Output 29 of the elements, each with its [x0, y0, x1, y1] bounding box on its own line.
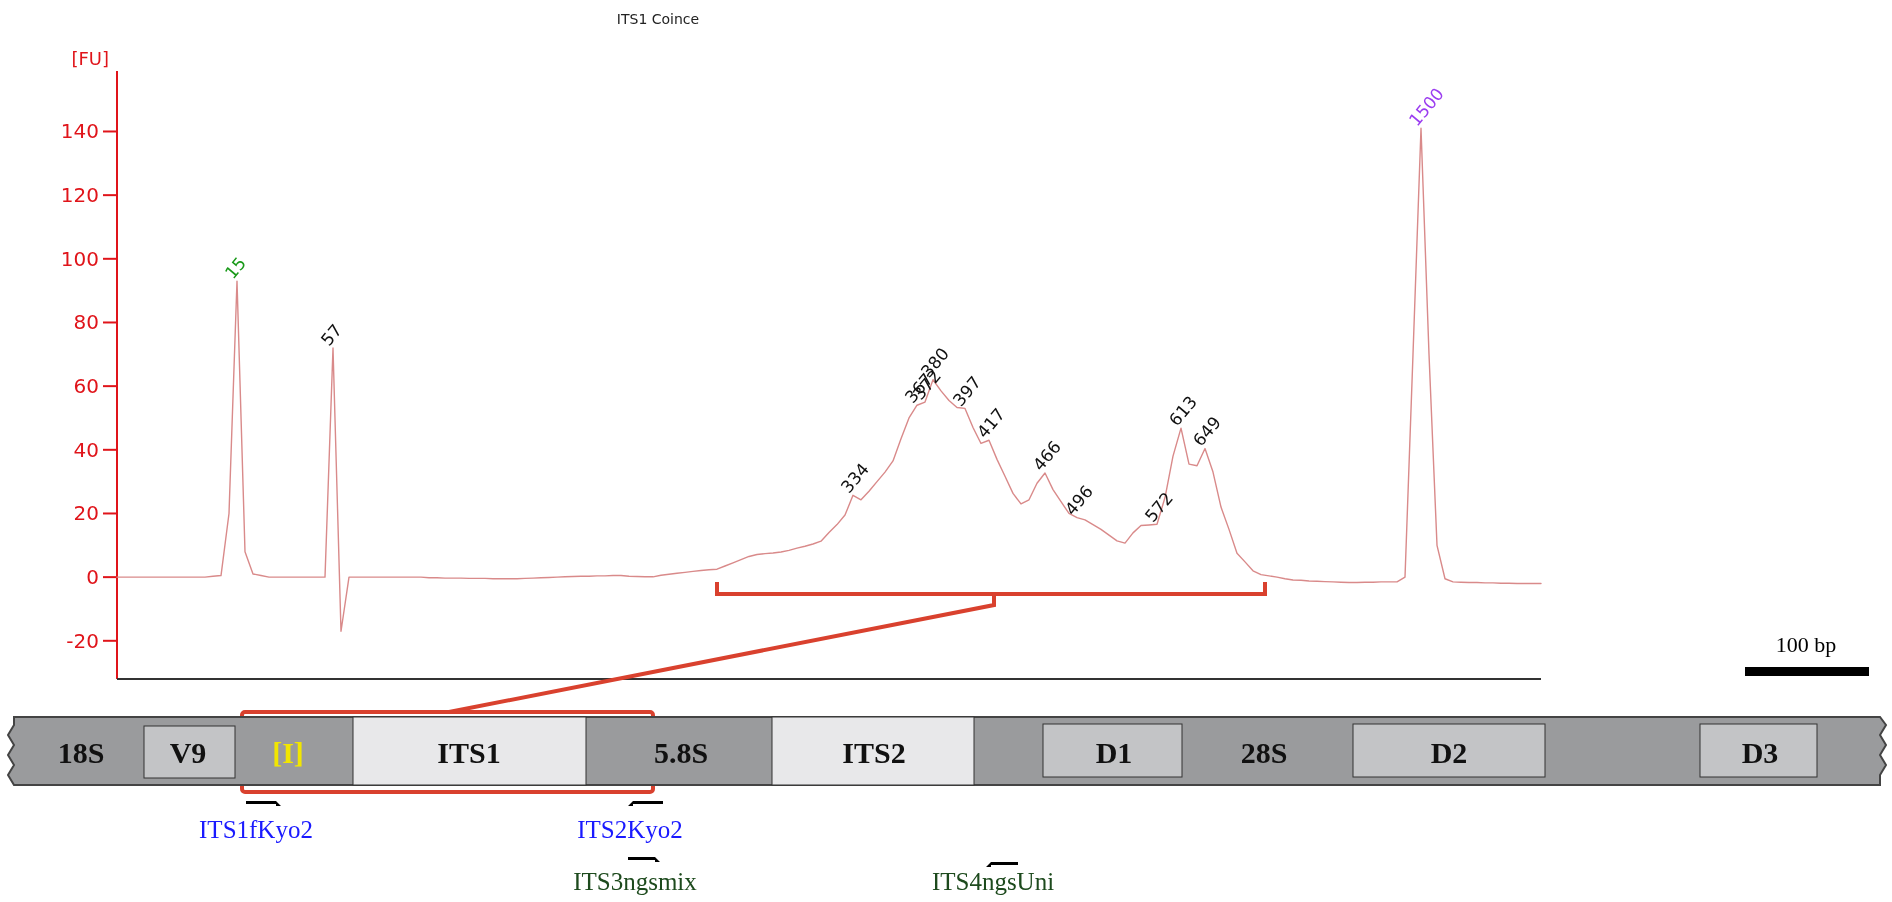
text: 100 bp: [1775, 632, 1837, 657]
annotation: 57: [316, 320, 346, 350]
chart-title: ITS1 Coince: [616, 11, 700, 27]
text: ITS2: [842, 736, 906, 769]
text: ITS1: [437, 736, 501, 769]
line-series: [116, 127, 1542, 632]
text: 28S: [1240, 736, 1288, 769]
text: ITS3ngsmix: [573, 868, 698, 895]
text: D1: [1095, 736, 1133, 769]
y-tick-label: 0: [86, 565, 99, 590]
y-tick-label: 100: [60, 246, 99, 271]
y-tick-label: 60: [73, 374, 99, 399]
text: V9: [169, 736, 207, 769]
annotation: 15: [220, 253, 250, 283]
y-tick-label: -20: [66, 628, 99, 653]
text: ITS2Kyo2: [577, 816, 683, 843]
text: 18S: [57, 736, 105, 769]
text: D2: [1430, 736, 1468, 769]
y-tick-label: 140: [60, 119, 99, 144]
text: 5.8S: [653, 736, 709, 769]
text: ITS1fKyo2: [199, 816, 313, 843]
y-axis-title: [FU]: [71, 48, 109, 69]
text: [I]: [272, 736, 304, 769]
text: D3: [1741, 736, 1779, 769]
y-tick-label: 40: [73, 437, 99, 462]
y-tick-label: 120: [60, 183, 99, 208]
y-tick-label: 80: [73, 310, 99, 335]
y-tick-label: 20: [73, 501, 99, 526]
text: ITS4ngsUni: [931, 868, 1055, 895]
